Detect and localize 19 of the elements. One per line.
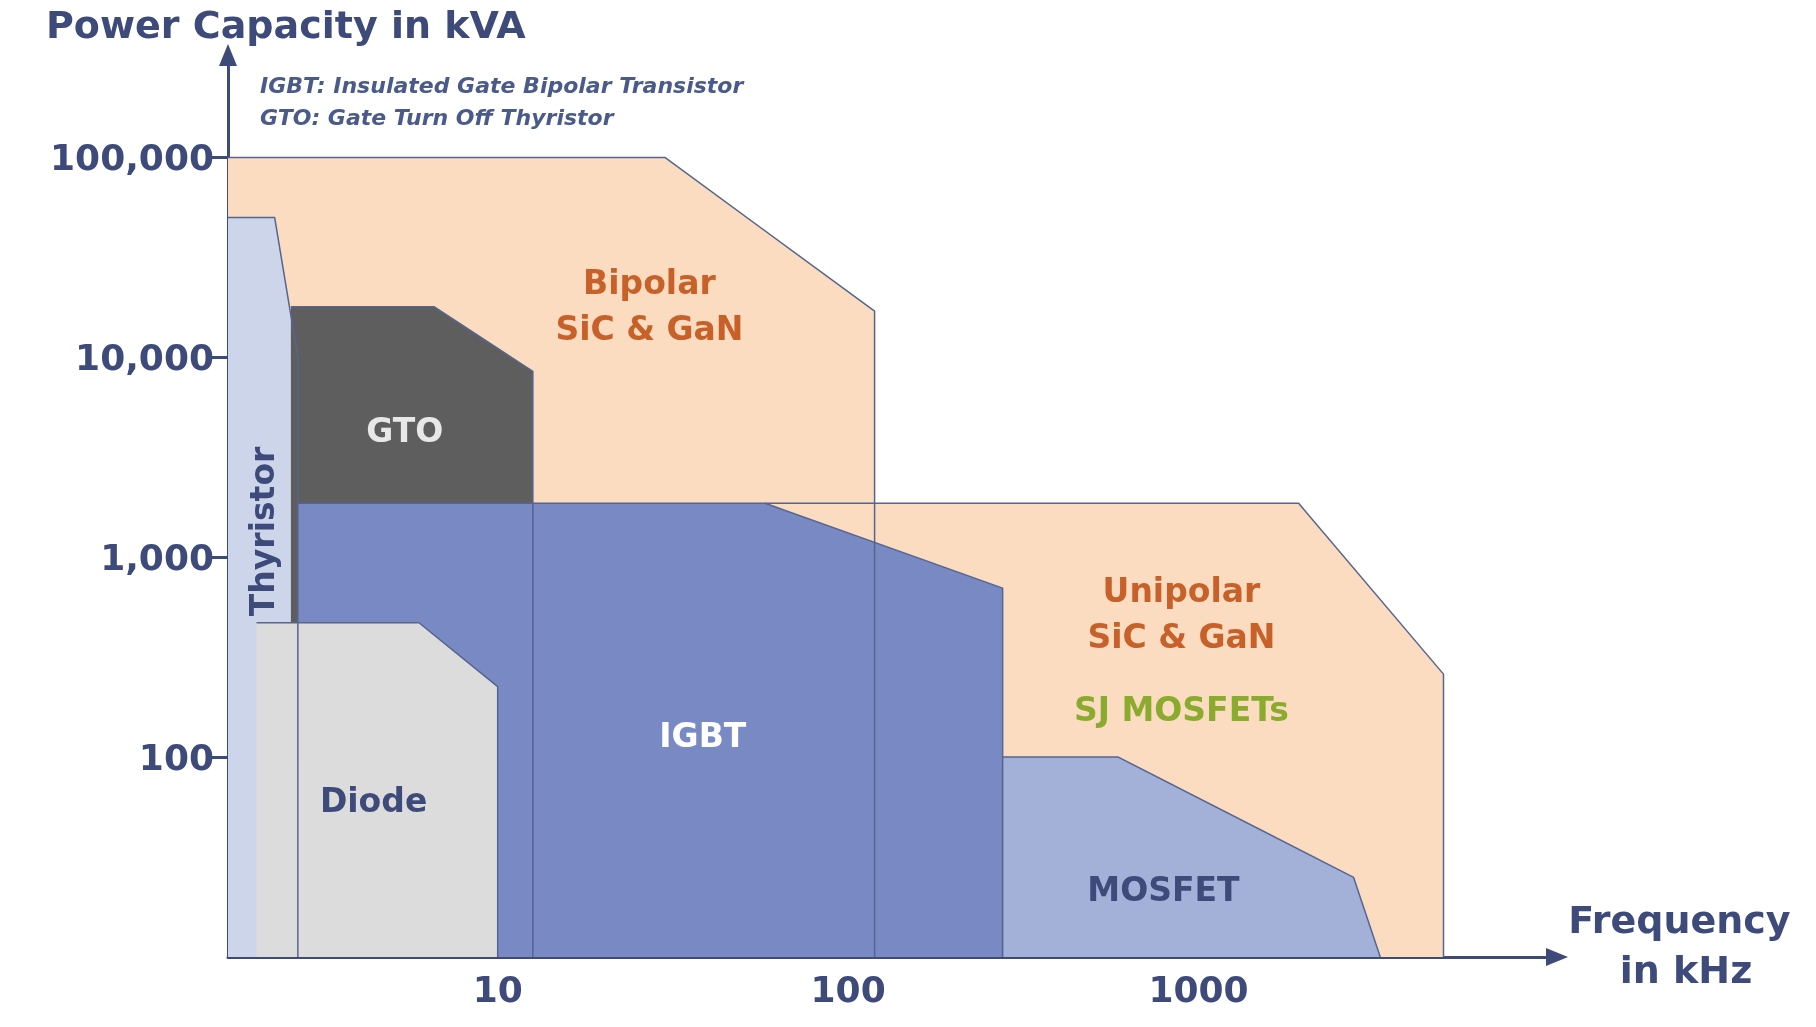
series-label: Bipolar SiC & GaN bbox=[555, 262, 744, 348]
y-tick-label: 1,000 bbox=[100, 536, 214, 578]
annotation: SJ MOSFETs bbox=[1073, 689, 1289, 729]
series-label: Diode bbox=[319, 781, 428, 821]
annotation: GTO: Gate Turn Off Thyristor bbox=[260, 104, 615, 130]
annotation: IGBT: Insulated Gate Bipolar Transistor bbox=[260, 72, 745, 98]
y-tick-label: 100,000 bbox=[50, 136, 214, 178]
y-tick-label: 10,000 bbox=[75, 336, 214, 378]
y-tick-label: 100 bbox=[138, 736, 214, 778]
x-tick-label: 100 bbox=[810, 968, 886, 1010]
series-label: Unipolar SiC & GaN bbox=[1087, 570, 1276, 656]
series-label: Thyristor bbox=[243, 445, 283, 617]
x-axis-title: Frequency in kHz bbox=[1568, 898, 1804, 992]
series-label: IGBT bbox=[659, 715, 747, 755]
y-axis-title: Power Capacity in kVA bbox=[46, 3, 527, 47]
x-tick-label: 10 bbox=[472, 968, 523, 1010]
x-tick-label: 1000 bbox=[1148, 968, 1249, 1010]
series-label: MOSFET bbox=[1087, 869, 1241, 909]
series-label: GTO bbox=[366, 411, 444, 451]
